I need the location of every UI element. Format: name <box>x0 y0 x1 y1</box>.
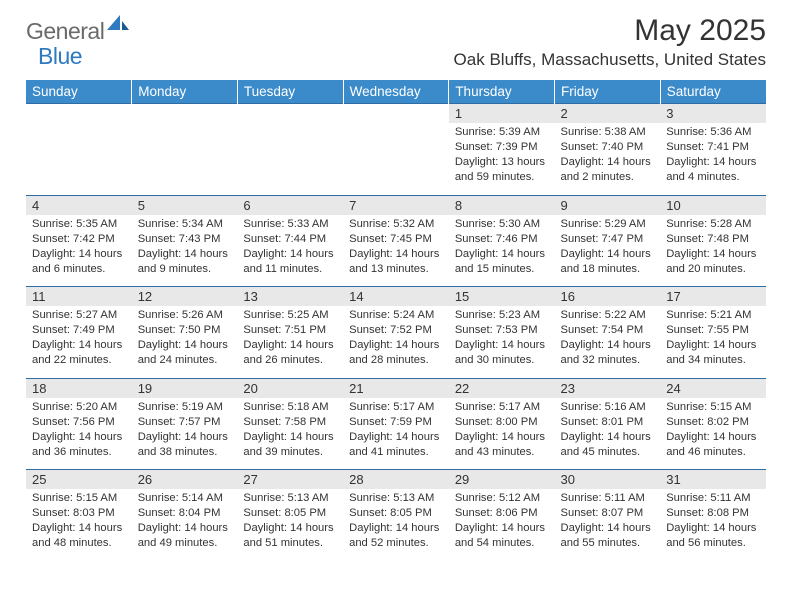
day-number-cell: 10 <box>660 195 766 215</box>
day-header: Sunday <box>26 80 132 104</box>
day-detail-cell: Sunrise: 5:39 AMSunset: 7:39 PMDaylight:… <box>449 123 555 195</box>
day-number-cell: 18 <box>26 378 132 398</box>
day-number-cell <box>132 104 238 124</box>
day-detail-cell: Sunrise: 5:29 AMSunset: 7:47 PMDaylight:… <box>555 215 661 287</box>
day-number-cell <box>26 104 132 124</box>
day-detail-cell <box>26 123 132 195</box>
day-number-cell <box>343 104 449 124</box>
logo-text-blue: Blue <box>38 43 82 70</box>
day-header: Friday <box>555 80 661 104</box>
day-detail-cell: Sunrise: 5:15 AMSunset: 8:03 PMDaylight:… <box>26 489 132 561</box>
day-detail-cell: Sunrise: 5:36 AMSunset: 7:41 PMDaylight:… <box>660 123 766 195</box>
day-number-cell: 30 <box>555 470 661 490</box>
logo: General <box>26 18 129 45</box>
daynum-row: 25262728293031 <box>26 470 766 490</box>
daynum-row: 45678910 <box>26 195 766 215</box>
day-number-cell: 20 <box>237 378 343 398</box>
day-number-cell: 4 <box>26 195 132 215</box>
day-detail-cell: Sunrise: 5:27 AMSunset: 7:49 PMDaylight:… <box>26 306 132 378</box>
day-number-cell: 19 <box>132 378 238 398</box>
logo-text-general: General <box>26 18 104 45</box>
day-number-cell: 5 <box>132 195 238 215</box>
details-row: Sunrise: 5:35 AMSunset: 7:42 PMDaylight:… <box>26 215 766 287</box>
day-detail-cell <box>343 123 449 195</box>
day-number-cell: 21 <box>343 378 449 398</box>
day-detail-cell: Sunrise: 5:30 AMSunset: 7:46 PMDaylight:… <box>449 215 555 287</box>
details-row: Sunrise: 5:27 AMSunset: 7:49 PMDaylight:… <box>26 306 766 378</box>
day-header-row: SundayMondayTuesdayWednesdayThursdayFrid… <box>26 80 766 104</box>
day-number-cell <box>237 104 343 124</box>
day-detail-cell: Sunrise: 5:11 AMSunset: 8:08 PMDaylight:… <box>660 489 766 561</box>
day-detail-cell: Sunrise: 5:24 AMSunset: 7:52 PMDaylight:… <box>343 306 449 378</box>
day-detail-cell <box>132 123 238 195</box>
details-row: Sunrise: 5:15 AMSunset: 8:03 PMDaylight:… <box>26 489 766 561</box>
day-number-cell: 12 <box>132 287 238 307</box>
day-number-cell: 28 <box>343 470 449 490</box>
day-number-cell: 3 <box>660 104 766 124</box>
day-detail-cell: Sunrise: 5:21 AMSunset: 7:55 PMDaylight:… <box>660 306 766 378</box>
header: General May 2025 Oak Bluffs, Massachuset… <box>0 0 792 74</box>
day-number-cell: 31 <box>660 470 766 490</box>
title-block: May 2025 Oak Bluffs, Massachusetts, Unit… <box>454 14 766 70</box>
day-detail-cell: Sunrise: 5:22 AMSunset: 7:54 PMDaylight:… <box>555 306 661 378</box>
details-row: Sunrise: 5:39 AMSunset: 7:39 PMDaylight:… <box>26 123 766 195</box>
day-header: Thursday <box>449 80 555 104</box>
day-number-cell: 22 <box>449 378 555 398</box>
day-detail-cell: Sunrise: 5:17 AMSunset: 7:59 PMDaylight:… <box>343 398 449 470</box>
day-number-cell: 1 <box>449 104 555 124</box>
day-detail-cell <box>237 123 343 195</box>
day-detail-cell: Sunrise: 5:38 AMSunset: 7:40 PMDaylight:… <box>555 123 661 195</box>
day-detail-cell: Sunrise: 5:34 AMSunset: 7:43 PMDaylight:… <box>132 215 238 287</box>
day-number-cell: 6 <box>237 195 343 215</box>
details-row: Sunrise: 5:20 AMSunset: 7:56 PMDaylight:… <box>26 398 766 470</box>
day-number-cell: 15 <box>449 287 555 307</box>
day-number-cell: 24 <box>660 378 766 398</box>
day-number-cell: 25 <box>26 470 132 490</box>
day-number-cell: 7 <box>343 195 449 215</box>
day-header: Wednesday <box>343 80 449 104</box>
day-detail-cell: Sunrise: 5:14 AMSunset: 8:04 PMDaylight:… <box>132 489 238 561</box>
location: Oak Bluffs, Massachusetts, United States <box>454 50 766 70</box>
daynum-row: 123 <box>26 104 766 124</box>
day-detail-cell: Sunrise: 5:26 AMSunset: 7:50 PMDaylight:… <box>132 306 238 378</box>
day-detail-cell: Sunrise: 5:28 AMSunset: 7:48 PMDaylight:… <box>660 215 766 287</box>
calendar-table: SundayMondayTuesdayWednesdayThursdayFrid… <box>26 80 766 561</box>
month-title: May 2025 <box>454 14 766 48</box>
logo-sail-icon <box>107 15 129 38</box>
day-number-cell: 27 <box>237 470 343 490</box>
day-detail-cell: Sunrise: 5:15 AMSunset: 8:02 PMDaylight:… <box>660 398 766 470</box>
day-number-cell: 26 <box>132 470 238 490</box>
day-detail-cell: Sunrise: 5:32 AMSunset: 7:45 PMDaylight:… <box>343 215 449 287</box>
day-detail-cell: Sunrise: 5:17 AMSunset: 8:00 PMDaylight:… <box>449 398 555 470</box>
day-detail-cell: Sunrise: 5:16 AMSunset: 8:01 PMDaylight:… <box>555 398 661 470</box>
day-detail-cell: Sunrise: 5:12 AMSunset: 8:06 PMDaylight:… <box>449 489 555 561</box>
day-number-cell: 23 <box>555 378 661 398</box>
day-detail-cell: Sunrise: 5:35 AMSunset: 7:42 PMDaylight:… <box>26 215 132 287</box>
day-detail-cell: Sunrise: 5:23 AMSunset: 7:53 PMDaylight:… <box>449 306 555 378</box>
day-header: Monday <box>132 80 238 104</box>
day-number-cell: 8 <box>449 195 555 215</box>
day-number-cell: 29 <box>449 470 555 490</box>
day-number-cell: 16 <box>555 287 661 307</box>
day-header: Saturday <box>660 80 766 104</box>
day-detail-cell: Sunrise: 5:25 AMSunset: 7:51 PMDaylight:… <box>237 306 343 378</box>
day-detail-cell: Sunrise: 5:11 AMSunset: 8:07 PMDaylight:… <box>555 489 661 561</box>
day-detail-cell: Sunrise: 5:19 AMSunset: 7:57 PMDaylight:… <box>132 398 238 470</box>
day-detail-cell: Sunrise: 5:33 AMSunset: 7:44 PMDaylight:… <box>237 215 343 287</box>
day-number-cell: 2 <box>555 104 661 124</box>
daynum-row: 11121314151617 <box>26 287 766 307</box>
day-detail-cell: Sunrise: 5:18 AMSunset: 7:58 PMDaylight:… <box>237 398 343 470</box>
day-header: Tuesday <box>237 80 343 104</box>
day-number-cell: 9 <box>555 195 661 215</box>
day-detail-cell: Sunrise: 5:13 AMSunset: 8:05 PMDaylight:… <box>237 489 343 561</box>
day-number-cell: 17 <box>660 287 766 307</box>
day-number-cell: 13 <box>237 287 343 307</box>
day-detail-cell: Sunrise: 5:13 AMSunset: 8:05 PMDaylight:… <box>343 489 449 561</box>
day-number-cell: 14 <box>343 287 449 307</box>
day-number-cell: 11 <box>26 287 132 307</box>
day-detail-cell: Sunrise: 5:20 AMSunset: 7:56 PMDaylight:… <box>26 398 132 470</box>
daynum-row: 18192021222324 <box>26 378 766 398</box>
